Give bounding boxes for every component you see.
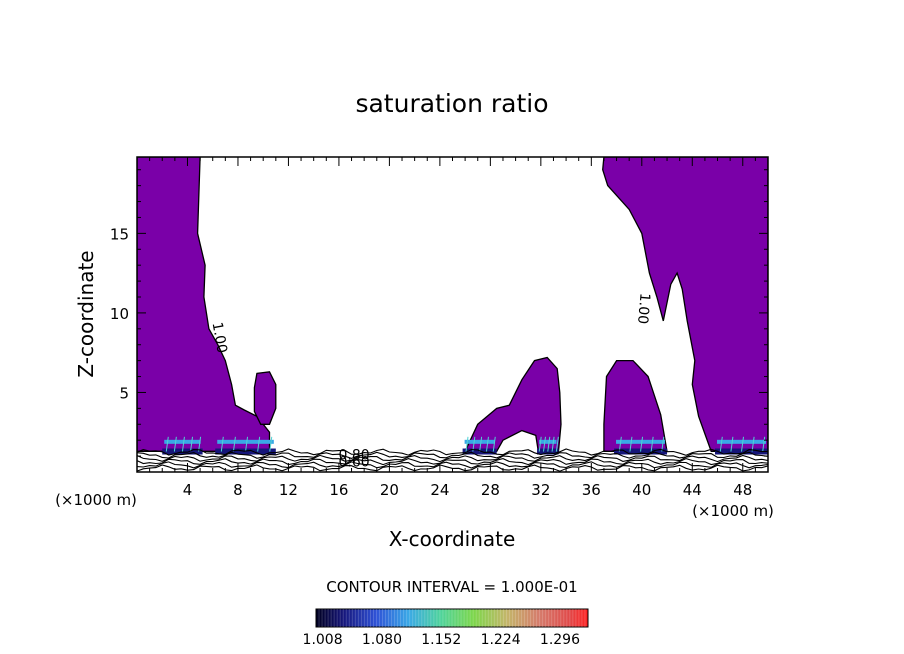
hotspot-streak: [618, 436, 622, 452]
colorbar-tick-label: 1.080: [362, 632, 402, 648]
hotspot-streak: [257, 436, 261, 452]
x-tick-label: 28: [481, 481, 500, 499]
x-tick-label: 16: [329, 481, 348, 499]
hotspot-streak: [220, 436, 224, 452]
colorbar-tick-label: 1.296: [540, 632, 580, 648]
x-tick-label: 8: [233, 481, 243, 499]
surface-contour-line: [137, 451, 768, 459]
hotspot-streak: [485, 436, 489, 452]
hotspot-streak: [479, 436, 483, 452]
surface-contour-line: [137, 458, 768, 466]
colorbar: 1.008 1.080 1.152 1.224 1.296: [303, 608, 589, 648]
supersaturated-region-4: [603, 359, 668, 452]
hotspot-streak: [173, 436, 177, 452]
hotspot-streak: [198, 436, 202, 452]
x-tick-label: 44: [683, 481, 702, 499]
contour-label: 1.00: [634, 292, 653, 324]
hotspot-streak: [472, 436, 476, 452]
colorbar-tick-label: 1.008: [303, 632, 343, 648]
supersaturated-region-1: [137, 157, 271, 452]
hotspot-streak: [538, 436, 542, 452]
supersaturated-region-5: [602, 157, 768, 452]
y-tick-label: 15: [110, 225, 129, 243]
chart-title: saturation ratio: [355, 89, 548, 118]
hotspot-streak: [640, 436, 644, 452]
hotspot-streak: [190, 436, 194, 452]
colorbar-tick-label: 1.152: [421, 632, 461, 648]
surface-contour-line: [137, 454, 768, 463]
hotspot-streak: [730, 436, 734, 452]
x-tick-label: 12: [279, 481, 298, 499]
hotspot-streak: [629, 436, 633, 452]
hotspot-streak: [719, 436, 723, 452]
hotspot-streak: [762, 436, 766, 452]
colorbar-gradient: [315, 608, 589, 628]
x-tick-label: 4: [183, 481, 193, 499]
surface-contour-line: [137, 461, 768, 469]
hotspot-streak: [245, 436, 249, 452]
hotspot-core: [164, 439, 201, 444]
hotspot-streak: [181, 436, 185, 452]
hotspot-streak: [492, 436, 496, 452]
hotspot-streak: [551, 436, 555, 452]
surface-contour-line: [137, 448, 768, 456]
x-tick-label: 36: [582, 481, 601, 499]
hotspot-core: [217, 439, 274, 444]
x-axis-unit-right: (×1000 m): [692, 502, 774, 520]
x-axis-label: X-coordinate: [389, 527, 516, 551]
x-axis-unit-left: (×1000 m): [55, 491, 137, 509]
contour-label: 0.60: [338, 454, 369, 470]
y-axis-label: Z-coordinate: [74, 250, 98, 377]
hotspot-streak: [547, 436, 551, 452]
supersaturated-region-2: [253, 371, 277, 425]
hotspot-streak: [165, 436, 169, 452]
hotspot-streak: [542, 436, 546, 452]
hotspot-streak: [465, 436, 469, 452]
hotspot-streak: [232, 436, 236, 452]
hotspot-streak: [661, 436, 665, 452]
hotspot-streak: [555, 436, 559, 452]
hotspot-core: [716, 439, 766, 444]
hotspot-streak: [741, 436, 744, 452]
supersaturated-region-3: [464, 356, 562, 452]
x-tick-label: 32: [531, 481, 550, 499]
contour-interval-note: CONTOUR INTERVAL = 1.000E-01: [326, 578, 577, 596]
hotspot-core: [464, 439, 495, 444]
y-tick-label: 5: [119, 384, 129, 402]
hotspot-core: [616, 439, 666, 444]
hotspot-streak: [269, 436, 273, 452]
x-tick-label: 40: [632, 481, 651, 499]
hotspot-streak: [751, 436, 755, 452]
hotspot-core: [539, 439, 557, 444]
colorbar-tick-label: 1.224: [481, 632, 521, 648]
plot-area: [137, 157, 768, 472]
contour-label: 0.80: [338, 447, 369, 463]
x-tick-label: 48: [733, 481, 752, 499]
contour-label: 1.00: [209, 321, 230, 354]
y-tick-label: 10: [110, 305, 129, 323]
hotspot-streak: [650, 436, 654, 452]
x-tick-label: 24: [430, 481, 449, 499]
x-tick-label: 20: [380, 481, 399, 499]
